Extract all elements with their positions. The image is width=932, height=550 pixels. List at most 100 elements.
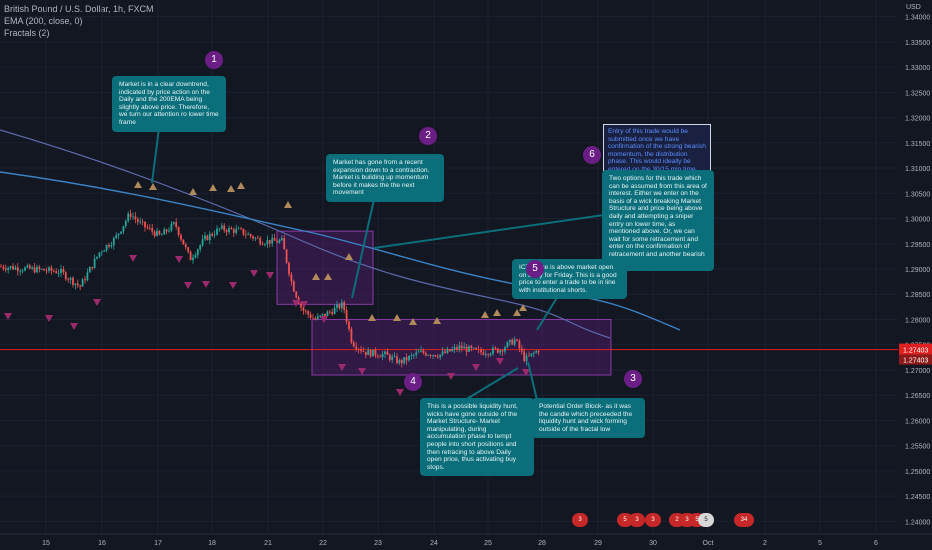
candle-body — [256, 237, 259, 239]
symbol-title[interactable]: British Pound / U.S. Dollar, 1h, FXCM — [4, 4, 154, 14]
badge-6: 6 — [583, 146, 601, 164]
candle-body — [76, 283, 79, 286]
candle-body — [168, 230, 170, 232]
candle-body — [213, 234, 216, 236]
x-tick-label: 15 — [42, 540, 50, 547]
candle-body — [31, 267, 34, 269]
candle-body — [429, 355, 432, 356]
candle-body — [189, 251, 192, 261]
event-icon-4[interactable]: 3 — [645, 513, 661, 527]
candle-body — [326, 311, 329, 316]
candle-body — [516, 339, 518, 341]
x-tick-label: 25 — [484, 540, 492, 547]
candle-body — [319, 315, 322, 317]
event-icon-8[interactable]: 5 — [698, 513, 714, 527]
candle-body — [240, 228, 242, 230]
candle-body — [307, 311, 310, 315]
y-tick-label: 1.24000 — [905, 519, 930, 526]
y-tick-label: 1.29500 — [905, 242, 930, 249]
fractal-up-icon — [324, 273, 332, 280]
candle-body — [259, 238, 262, 244]
candle-body — [201, 239, 204, 246]
candle-body — [422, 350, 425, 353]
price-tag: 1.27403 — [903, 348, 928, 355]
event-icon-1[interactable]: 3 — [572, 513, 588, 527]
candle-body — [69, 277, 72, 280]
fractal-up-icon — [134, 181, 142, 188]
candle-body — [12, 266, 14, 270]
fractals-legend[interactable]: Fractals (2) — [4, 28, 50, 38]
candle-body — [146, 227, 149, 228]
event-icon-9[interactable]: 34 — [734, 513, 754, 527]
x-axis[interactable]: 15 16 17 18 21 22 23 24 25 28 29 30 Oct 2 5 6 — [0, 533, 932, 547]
zone-2-box — [276, 230, 374, 305]
candle-body — [496, 348, 499, 353]
candle-body — [278, 240, 281, 243]
fractal-down-icon — [184, 282, 192, 289]
ema-legend[interactable]: EMA (200, close, 0) — [4, 16, 83, 26]
candles — [0, 209, 540, 368]
x-tick-label: 28 — [538, 540, 546, 547]
candle-body — [405, 357, 408, 361]
candle-body — [304, 310, 307, 312]
candle-body — [163, 229, 166, 235]
candle-body — [508, 339, 511, 343]
fractal-down-icon — [338, 364, 346, 371]
candle-body — [124, 220, 127, 226]
fractal-up-icon — [209, 184, 217, 191]
candle-body — [170, 223, 173, 231]
fractal-up-icon — [513, 309, 521, 316]
candle-body — [67, 279, 70, 281]
candle-body — [62, 268, 65, 273]
candle-body — [472, 347, 475, 349]
candle-body — [484, 354, 487, 355]
candle-body — [91, 267, 94, 269]
callout-pointers — [151, 119, 605, 401]
candle-body — [134, 216, 137, 220]
candle-body — [172, 222, 175, 224]
fractal-down-icon — [496, 358, 504, 365]
candle-body — [528, 355, 530, 357]
candle-body — [28, 265, 31, 269]
candle-body — [417, 351, 420, 353]
candle-body — [208, 233, 211, 241]
candle-body — [115, 235, 118, 239]
candle-body — [7, 267, 10, 270]
candle-body — [225, 230, 228, 233]
candle-body — [374, 349, 377, 356]
candle-body — [96, 256, 98, 259]
fractal-down-icon — [266, 272, 274, 279]
candle-body — [247, 234, 250, 235]
fractal-down-icon — [93, 299, 101, 306]
candle-body — [513, 339, 516, 345]
candle-body — [468, 346, 470, 352]
event-icon-3[interactable]: 3 — [629, 513, 645, 527]
candle-body — [292, 281, 295, 292]
candle-body — [482, 352, 485, 355]
fractal-up-icon — [493, 309, 501, 316]
candle-body — [196, 249, 199, 255]
candle-body — [345, 309, 348, 322]
y-tick-label: 1.30000 — [905, 217, 930, 224]
fractal-up-icon — [433, 317, 441, 324]
candle-body — [369, 350, 372, 357]
candle-body — [379, 356, 382, 358]
candle-body — [432, 355, 434, 356]
candle-body — [453, 347, 456, 350]
candle-body — [93, 258, 96, 269]
fractal-up-icon — [149, 183, 157, 190]
price-tag-red-bg — [899, 354, 932, 365]
y-axis[interactable]: 1.34000 1.33500 1.33000 1.32500 1.32000 1.315… — [898, 0, 932, 550]
candle-body — [465, 346, 468, 352]
candle-body — [19, 270, 22, 272]
candle-body — [388, 354, 391, 360]
candle-body — [309, 314, 312, 318]
pointer-5 — [536, 295, 559, 331]
y-axis-panel — [898, 0, 932, 550]
candle-body — [302, 307, 305, 311]
candle-body — [340, 302, 343, 309]
pointer-4 — [464, 367, 519, 401]
y-tick-label: 1.29000 — [905, 267, 930, 274]
candle-body — [184, 244, 187, 248]
y-tick-label: 1.28000 — [905, 317, 930, 324]
